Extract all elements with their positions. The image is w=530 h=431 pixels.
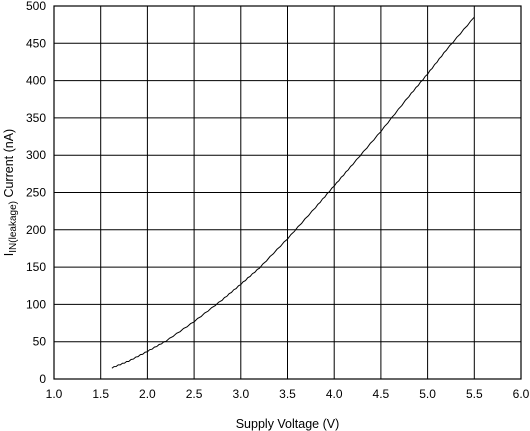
y-tick-label: 200	[26, 223, 46, 237]
y-tick-labels: 0 50 100 150 200 250 300 350 400 450 500	[26, 0, 46, 386]
y-tick-label: 150	[26, 260, 46, 274]
y-tick-label: 0	[39, 372, 46, 386]
x-tick-label: 4.5	[373, 387, 390, 401]
x-tick-label: 5.0	[419, 387, 436, 401]
grid-lines	[53, 5, 522, 380]
plot-frame	[53, 5, 522, 380]
y-tick-label: 350	[26, 111, 46, 125]
y-tick-label: 450	[26, 36, 46, 50]
x-tick-label: 3.0	[232, 387, 249, 401]
y-tick-label: 300	[26, 148, 46, 162]
x-axis-title: Supply Voltage (V)	[236, 417, 340, 431]
y-tick-label: 50	[33, 335, 47, 349]
x-tick-label: 2.5	[186, 387, 203, 401]
y-tick-label: 400	[26, 74, 46, 88]
y-tick-label: 100	[26, 297, 46, 311]
series-line	[111, 16, 475, 369]
x-tick-label: 6.0	[513, 387, 530, 401]
x-tick-label: 5.5	[466, 387, 483, 401]
y-axis-title-suffix: Current (nA)	[2, 129, 16, 201]
y-axis-title-subscript: IN(leakage)	[8, 201, 19, 253]
y-tick-label: 500	[26, 0, 46, 13]
x-tick-label: 1.5	[92, 387, 109, 401]
x-tick-label: 3.5	[279, 387, 296, 401]
x-tick-labels: 1.0 1.5 2.0 2.5 3.0 3.5 4.0 4.5 5.0 5.5 6.0	[46, 387, 530, 401]
y-tick-label: 250	[26, 186, 46, 200]
y-axis-title: IIN(leakage) Current (nA)	[2, 129, 19, 256]
x-tick-label: 2.0	[139, 387, 156, 401]
x-tick-label: 1.0	[46, 387, 63, 401]
y-axis-title-prefix: I	[2, 253, 16, 256]
x-tick-label: 4.0	[326, 387, 343, 401]
